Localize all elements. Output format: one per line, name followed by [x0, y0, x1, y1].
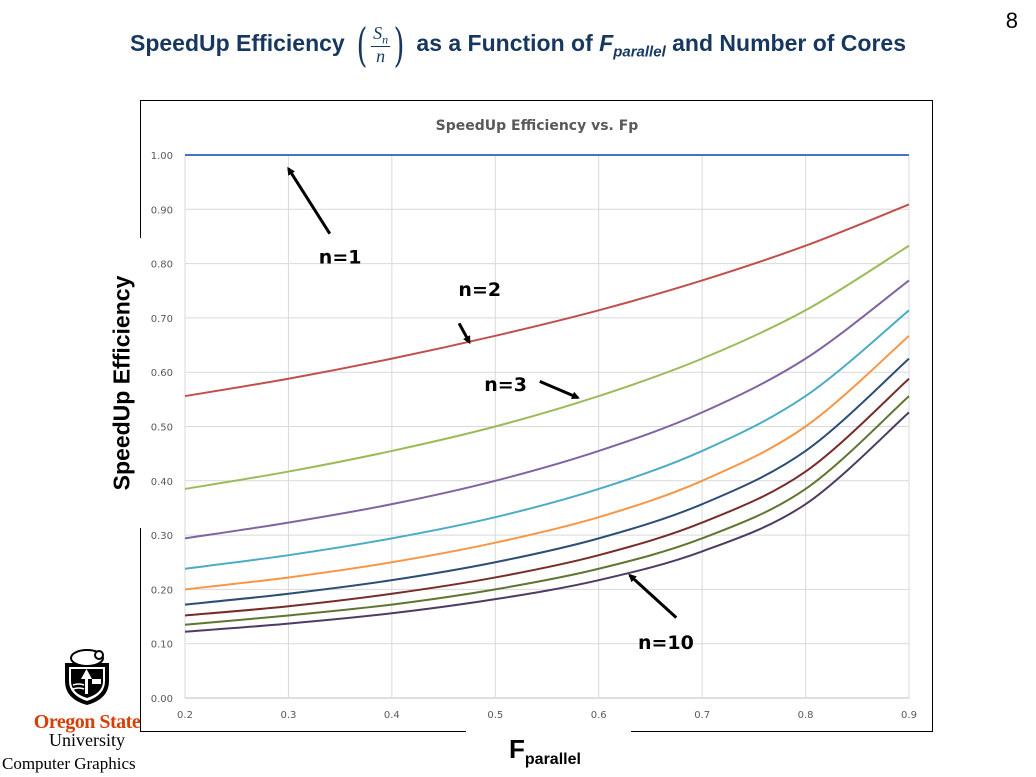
y-tick-label: 0.00 [151, 694, 173, 705]
series-line-n-2 [184, 203, 910, 398]
x-tick-label: 0.5 [487, 710, 503, 721]
title-part2: as a Function of [416, 30, 593, 57]
y-tick-label: 0.90 [151, 205, 173, 216]
chart-title: SpeedUp Efficiency vs. Fp [436, 118, 639, 134]
series-line-n-8 [184, 377, 910, 617]
frac-numerator: S [373, 22, 383, 43]
title-variable: Fparallel [599, 30, 666, 61]
gridlines [184, 154, 910, 699]
series-line-n-3 [184, 244, 910, 490]
y-tick-label: 0.40 [151, 477, 173, 488]
x-tick-label: 0.9 [901, 710, 917, 721]
page-number: 8 [1005, 8, 1018, 33]
y-axis-title: SpeedUp Efficiency [108, 275, 135, 491]
annotation-label: n=10 [638, 632, 694, 654]
annotation-arrow [287, 166, 332, 235]
frac-numerator-sub: n [382, 32, 389, 47]
y-tick-label: 0.50 [151, 423, 173, 434]
beaver-crest-icon [65, 649, 109, 705]
title-fraction: (Sn n) [356, 18, 405, 72]
department-label: Computer Graphics [2, 754, 136, 773]
y-tick-label: 0.20 [151, 585, 173, 596]
title-part1: SpeedUp Efficiency [129, 30, 345, 57]
annotations: n=1 n=2 n=3 n=10 [287, 166, 694, 654]
annotation-label: n=3 [484, 374, 527, 396]
title-part3: and Number of Cores [672, 30, 906, 57]
x-tick-label: 0.8 [798, 710, 814, 721]
slide-title: SpeedUp Efficiency (Sn n) as a Function o… [0, 22, 1036, 68]
frac-denominator: n [376, 46, 386, 67]
annotation-label: n=1 [319, 247, 362, 269]
series-line-n-9 [184, 395, 910, 626]
y-tick-label: 1.00 [151, 151, 173, 162]
annotation-arrow [628, 573, 678, 619]
annotation-label: n=2 [458, 279, 501, 301]
y-tick-label: 0.60 [151, 368, 173, 379]
x-axis-title: Fparallel [509, 734, 581, 769]
x-tick-label: 0.7 [694, 710, 710, 721]
logo-university: University [49, 730, 125, 750]
x-tick-label: 0.3 [280, 710, 296, 721]
series-line-n-10 [184, 411, 910, 633]
x-tick-label: 0.2 [177, 710, 193, 721]
logo-oregon-state: Oregon State [33, 711, 141, 733]
university-logo: Oregon State University [28, 645, 146, 750]
series-line-n-7 [184, 357, 910, 606]
y-tick-label: 0.80 [151, 260, 173, 271]
x-tick-labels: 0.2 0.3 0.4 0.5 0.6 0.7 0.8 0.9 [177, 710, 917, 721]
series-line-n-6 [184, 335, 910, 591]
annotation-arrow [457, 322, 471, 345]
y-tick-label: 0.10 [151, 640, 173, 651]
y-tick-labels: 0.00 0.10 0.20 0.30 0.40 0.50 0.60 0.70 0.80 0.90… [151, 151, 173, 705]
series-line-n-5 [184, 309, 910, 570]
series-lines [184, 153, 910, 633]
x-tick-label: 0.4 [384, 710, 400, 721]
annotation-arrow [539, 380, 580, 400]
x-tick-label: 0.6 [591, 710, 607, 721]
y-tick-label: 0.30 [151, 531, 173, 542]
series-line-n-4 [184, 279, 910, 540]
y-tick-label: 0.70 [151, 314, 173, 325]
